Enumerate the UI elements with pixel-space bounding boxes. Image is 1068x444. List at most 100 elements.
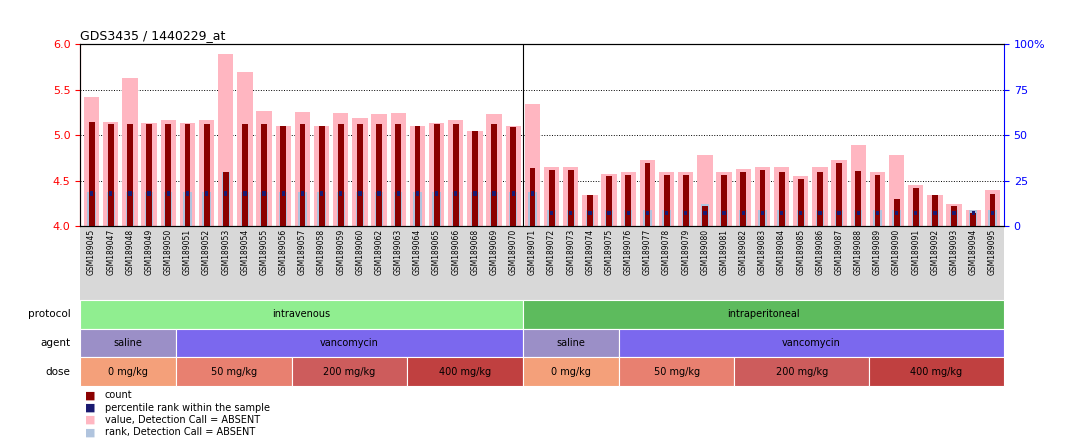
Bar bbox=[260, 192, 268, 226]
Bar bbox=[582, 194, 598, 226]
Bar bbox=[722, 210, 726, 215]
Bar bbox=[529, 192, 536, 226]
Bar bbox=[80, 300, 522, 329]
Bar bbox=[568, 170, 574, 226]
Bar bbox=[531, 191, 534, 196]
Bar bbox=[876, 210, 879, 215]
Bar bbox=[685, 210, 688, 215]
Text: protocol: protocol bbox=[28, 309, 70, 319]
Bar bbox=[721, 174, 727, 226]
Text: ■: ■ bbox=[85, 428, 96, 437]
Bar bbox=[141, 123, 157, 226]
Bar bbox=[682, 174, 689, 226]
Bar bbox=[167, 191, 170, 196]
Bar bbox=[414, 127, 421, 226]
Bar bbox=[318, 127, 325, 226]
Bar bbox=[566, 210, 575, 226]
Bar bbox=[126, 192, 135, 226]
Bar bbox=[221, 172, 230, 226]
Bar bbox=[396, 191, 399, 196]
Bar bbox=[702, 206, 708, 226]
Bar bbox=[794, 176, 808, 226]
Bar bbox=[949, 210, 958, 226]
Bar bbox=[176, 329, 522, 357]
Bar bbox=[854, 210, 863, 226]
Bar bbox=[681, 210, 690, 226]
Bar bbox=[835, 210, 844, 226]
Text: 0 mg/kg: 0 mg/kg bbox=[551, 367, 591, 377]
Bar bbox=[988, 210, 996, 226]
Bar bbox=[644, 163, 650, 226]
Bar bbox=[569, 210, 572, 215]
Bar bbox=[911, 210, 920, 226]
Bar bbox=[336, 192, 345, 226]
Bar bbox=[471, 192, 480, 226]
Bar bbox=[391, 113, 406, 226]
Bar bbox=[372, 114, 387, 226]
Bar bbox=[452, 192, 460, 226]
Bar bbox=[376, 123, 382, 226]
Text: ■: ■ bbox=[85, 415, 96, 425]
Bar bbox=[659, 172, 674, 226]
Bar bbox=[972, 210, 975, 215]
Bar bbox=[490, 192, 499, 226]
Bar bbox=[317, 192, 326, 226]
Bar bbox=[240, 192, 249, 226]
Text: 200 mg/kg: 200 mg/kg bbox=[324, 367, 376, 377]
Bar bbox=[281, 127, 286, 226]
Bar bbox=[415, 191, 419, 196]
Bar bbox=[741, 210, 745, 215]
Bar bbox=[358, 191, 362, 196]
Bar bbox=[435, 191, 438, 196]
Bar bbox=[869, 357, 1004, 386]
Bar bbox=[914, 210, 917, 215]
Bar bbox=[491, 123, 497, 226]
Bar bbox=[836, 163, 842, 226]
Bar bbox=[84, 97, 99, 226]
Bar bbox=[299, 123, 305, 226]
Bar bbox=[626, 174, 631, 226]
Bar bbox=[394, 192, 403, 226]
Bar bbox=[739, 210, 748, 226]
Bar bbox=[80, 357, 176, 386]
Bar bbox=[522, 300, 1004, 329]
Bar bbox=[145, 192, 154, 226]
Bar bbox=[893, 210, 900, 226]
Bar bbox=[298, 192, 307, 226]
Bar bbox=[817, 172, 822, 226]
Bar bbox=[147, 191, 151, 196]
Bar bbox=[375, 192, 383, 226]
Bar bbox=[895, 210, 898, 215]
Bar bbox=[205, 191, 208, 196]
Bar bbox=[665, 210, 669, 215]
Bar bbox=[760, 210, 764, 215]
Bar bbox=[875, 174, 880, 226]
Bar bbox=[798, 179, 803, 226]
Bar bbox=[80, 329, 176, 357]
Bar bbox=[640, 160, 655, 226]
Bar bbox=[855, 171, 861, 226]
Bar bbox=[292, 357, 407, 386]
Bar bbox=[646, 210, 649, 215]
Bar bbox=[127, 123, 132, 226]
Bar bbox=[624, 210, 632, 226]
Bar bbox=[524, 103, 540, 226]
Bar bbox=[505, 127, 521, 226]
Bar bbox=[204, 123, 209, 226]
Bar bbox=[429, 123, 444, 226]
Bar bbox=[160, 120, 176, 226]
Bar bbox=[969, 210, 977, 226]
Bar bbox=[585, 210, 594, 226]
Bar bbox=[89, 122, 94, 226]
Bar bbox=[990, 194, 995, 226]
Bar bbox=[563, 167, 579, 226]
Bar bbox=[697, 155, 712, 226]
Bar bbox=[831, 160, 847, 226]
Bar bbox=[985, 190, 1000, 226]
Bar bbox=[991, 210, 994, 215]
Bar bbox=[601, 174, 616, 226]
Bar bbox=[512, 191, 515, 196]
Bar bbox=[588, 210, 592, 215]
Bar bbox=[755, 167, 770, 226]
Bar bbox=[472, 131, 477, 226]
